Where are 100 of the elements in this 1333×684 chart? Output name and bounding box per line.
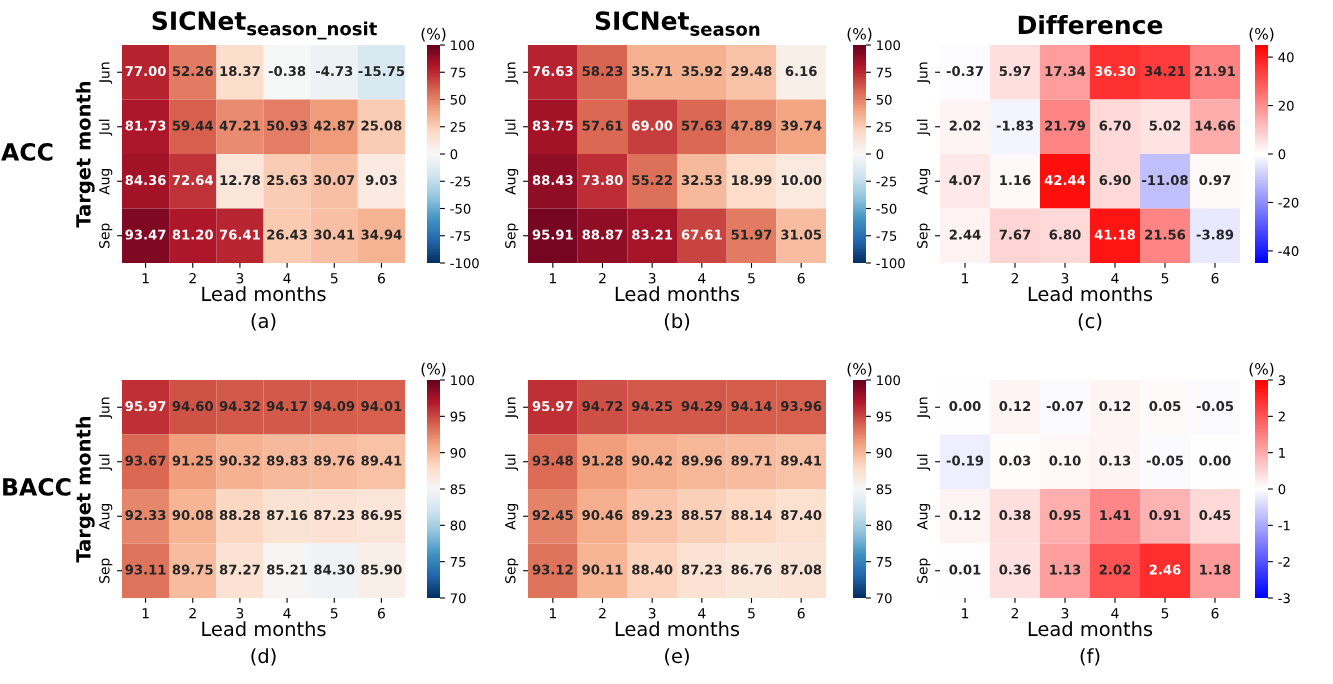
data-label: 34.21 <box>1145 66 1185 77</box>
data-label: 88.43 <box>532 175 573 186</box>
x-tick-label: 4 <box>283 608 291 619</box>
y-tick-label: Sep <box>917 223 931 248</box>
data-label: 73.80 <box>582 175 623 186</box>
x-tick-label: 1 <box>142 608 149 619</box>
x-tick-label: 2 <box>189 607 196 619</box>
data-label: 87.40 <box>781 510 822 521</box>
x-tick-label: 4 <box>698 608 706 619</box>
data-label: -3.89 <box>1196 229 1234 240</box>
y-axis-title: Target month <box>75 416 95 563</box>
color-bar-label: -50 <box>876 203 897 214</box>
color-bar-label: 80 <box>450 520 466 531</box>
data-label: 0.03 <box>999 455 1031 466</box>
data-label: 12.78 <box>220 175 260 186</box>
data-label: 0.45 <box>1199 510 1231 521</box>
data-label: 87.08 <box>781 564 822 575</box>
color-bar-label: 40 <box>1278 52 1294 63</box>
color-bar-label: 0 <box>876 149 884 160</box>
text: (f) <box>1080 648 1100 666</box>
data-label: -11.08 <box>1142 175 1188 186</box>
y-tick-label: Jun <box>505 397 519 419</box>
x-tick-label: 4 <box>1111 273 1119 284</box>
y-tick-label: Aug <box>917 168 931 195</box>
data-label: 86.76 <box>731 564 772 575</box>
data-label: -0.05 <box>1146 455 1184 466</box>
color-bar-label: 75 <box>450 557 466 567</box>
x-axis-title: Lead months <box>1028 286 1153 302</box>
data-label: 90.08 <box>172 510 213 521</box>
data-label: 0.97 <box>1199 175 1231 186</box>
data-label: 0.36 <box>999 564 1031 575</box>
x-tick-label: 2 <box>1011 272 1019 284</box>
color-bar-label: 0 <box>450 149 458 160</box>
color-bar-label: 90 <box>876 447 892 458</box>
data-label: 93.67 <box>125 455 166 466</box>
data-label: 25.08 <box>361 120 402 131</box>
color-bar-label: 100 <box>877 40 901 51</box>
color-bar-label: -20 <box>1278 197 1299 208</box>
data-label: 90.42 <box>631 455 672 466</box>
data-label: 35.71 <box>632 66 673 77</box>
color-bar-label: -40 <box>1278 246 1299 257</box>
data-label: 41.18 <box>1094 229 1136 240</box>
chart-title: Difference <box>1018 14 1163 35</box>
data-label: 94.17 <box>266 401 307 412</box>
data-label: 0.91 <box>1149 510 1181 521</box>
data-label: 88.40 <box>632 564 673 575</box>
x-tick-label: 5 <box>1161 273 1169 284</box>
data-label: 87.27 <box>219 564 260 575</box>
color-bar-label: 0 <box>1278 149 1286 160</box>
data-label: 95.91 <box>532 229 573 240</box>
x-tick-label: 3 <box>648 607 656 619</box>
data-label: 89.75 <box>172 564 213 575</box>
data-label: 83.21 <box>632 229 673 240</box>
color-bar-label: -75 <box>876 231 897 241</box>
color-bar-label: -100 <box>876 258 905 269</box>
data-label: 57.63 <box>681 120 722 131</box>
data-label: 93.96 <box>780 401 822 412</box>
color-bar-label: 1 <box>1279 448 1285 458</box>
color-bar-label: 85 <box>450 484 466 495</box>
data-label: -0.19 <box>946 455 984 466</box>
color-bar-label: -1 <box>1278 520 1290 531</box>
data-label: 90.46 <box>582 510 623 521</box>
data-label: 5.97 <box>999 66 1031 77</box>
data-label: 18.99 <box>732 175 772 186</box>
y-tick-label: Aug <box>505 503 519 530</box>
data-label: 2.02 <box>1099 564 1131 575</box>
data-label: 89.23 <box>632 510 672 521</box>
data-label: 93.48 <box>532 455 573 466</box>
y-tick-label: Jun <box>505 62 519 84</box>
x-tick-label: 3 <box>236 607 244 619</box>
data-label: 25.63 <box>267 175 307 186</box>
x-tick-label: 1 <box>962 608 969 619</box>
color-bar-title: (%) <box>421 27 446 42</box>
data-label: 51.97 <box>731 229 772 240</box>
data-label: 90.32 <box>219 455 260 466</box>
x-tick-label: 3 <box>236 272 244 284</box>
data-label: 93.47 <box>125 229 166 240</box>
data-label: 21.79 <box>1045 120 1086 131</box>
y-tick-label: Aug <box>917 503 931 530</box>
data-label: 42.44 <box>1044 175 1086 185</box>
data-label: 95.97 <box>532 401 573 412</box>
data-label: -15.75 <box>358 66 405 77</box>
data-label: 6.16 <box>785 66 817 77</box>
data-label: 59.44 <box>172 120 214 131</box>
data-label: 34.94 <box>361 229 402 240</box>
x-tick-label: 1 <box>142 273 149 284</box>
data-label: 89.41 <box>781 455 822 466</box>
data-label: 94.25 <box>631 401 673 412</box>
y-tick-label: Jul <box>98 119 113 136</box>
y-tick-label: Aug <box>505 168 519 195</box>
data-label: 30.07 <box>314 175 355 186</box>
color-bar-label: 75 <box>876 67 892 78</box>
data-label: 90.11 <box>582 564 623 575</box>
data-label: 14.66 <box>1195 120 1236 131</box>
y-tick-label: Sep <box>505 558 519 583</box>
data-label: 87.23 <box>681 564 722 575</box>
data-label: 6.80 <box>1049 229 1081 240</box>
y-tick-label: Aug <box>99 168 113 195</box>
data-label: 0.05 <box>1149 401 1181 412</box>
data-label: 94.29 <box>681 401 722 412</box>
